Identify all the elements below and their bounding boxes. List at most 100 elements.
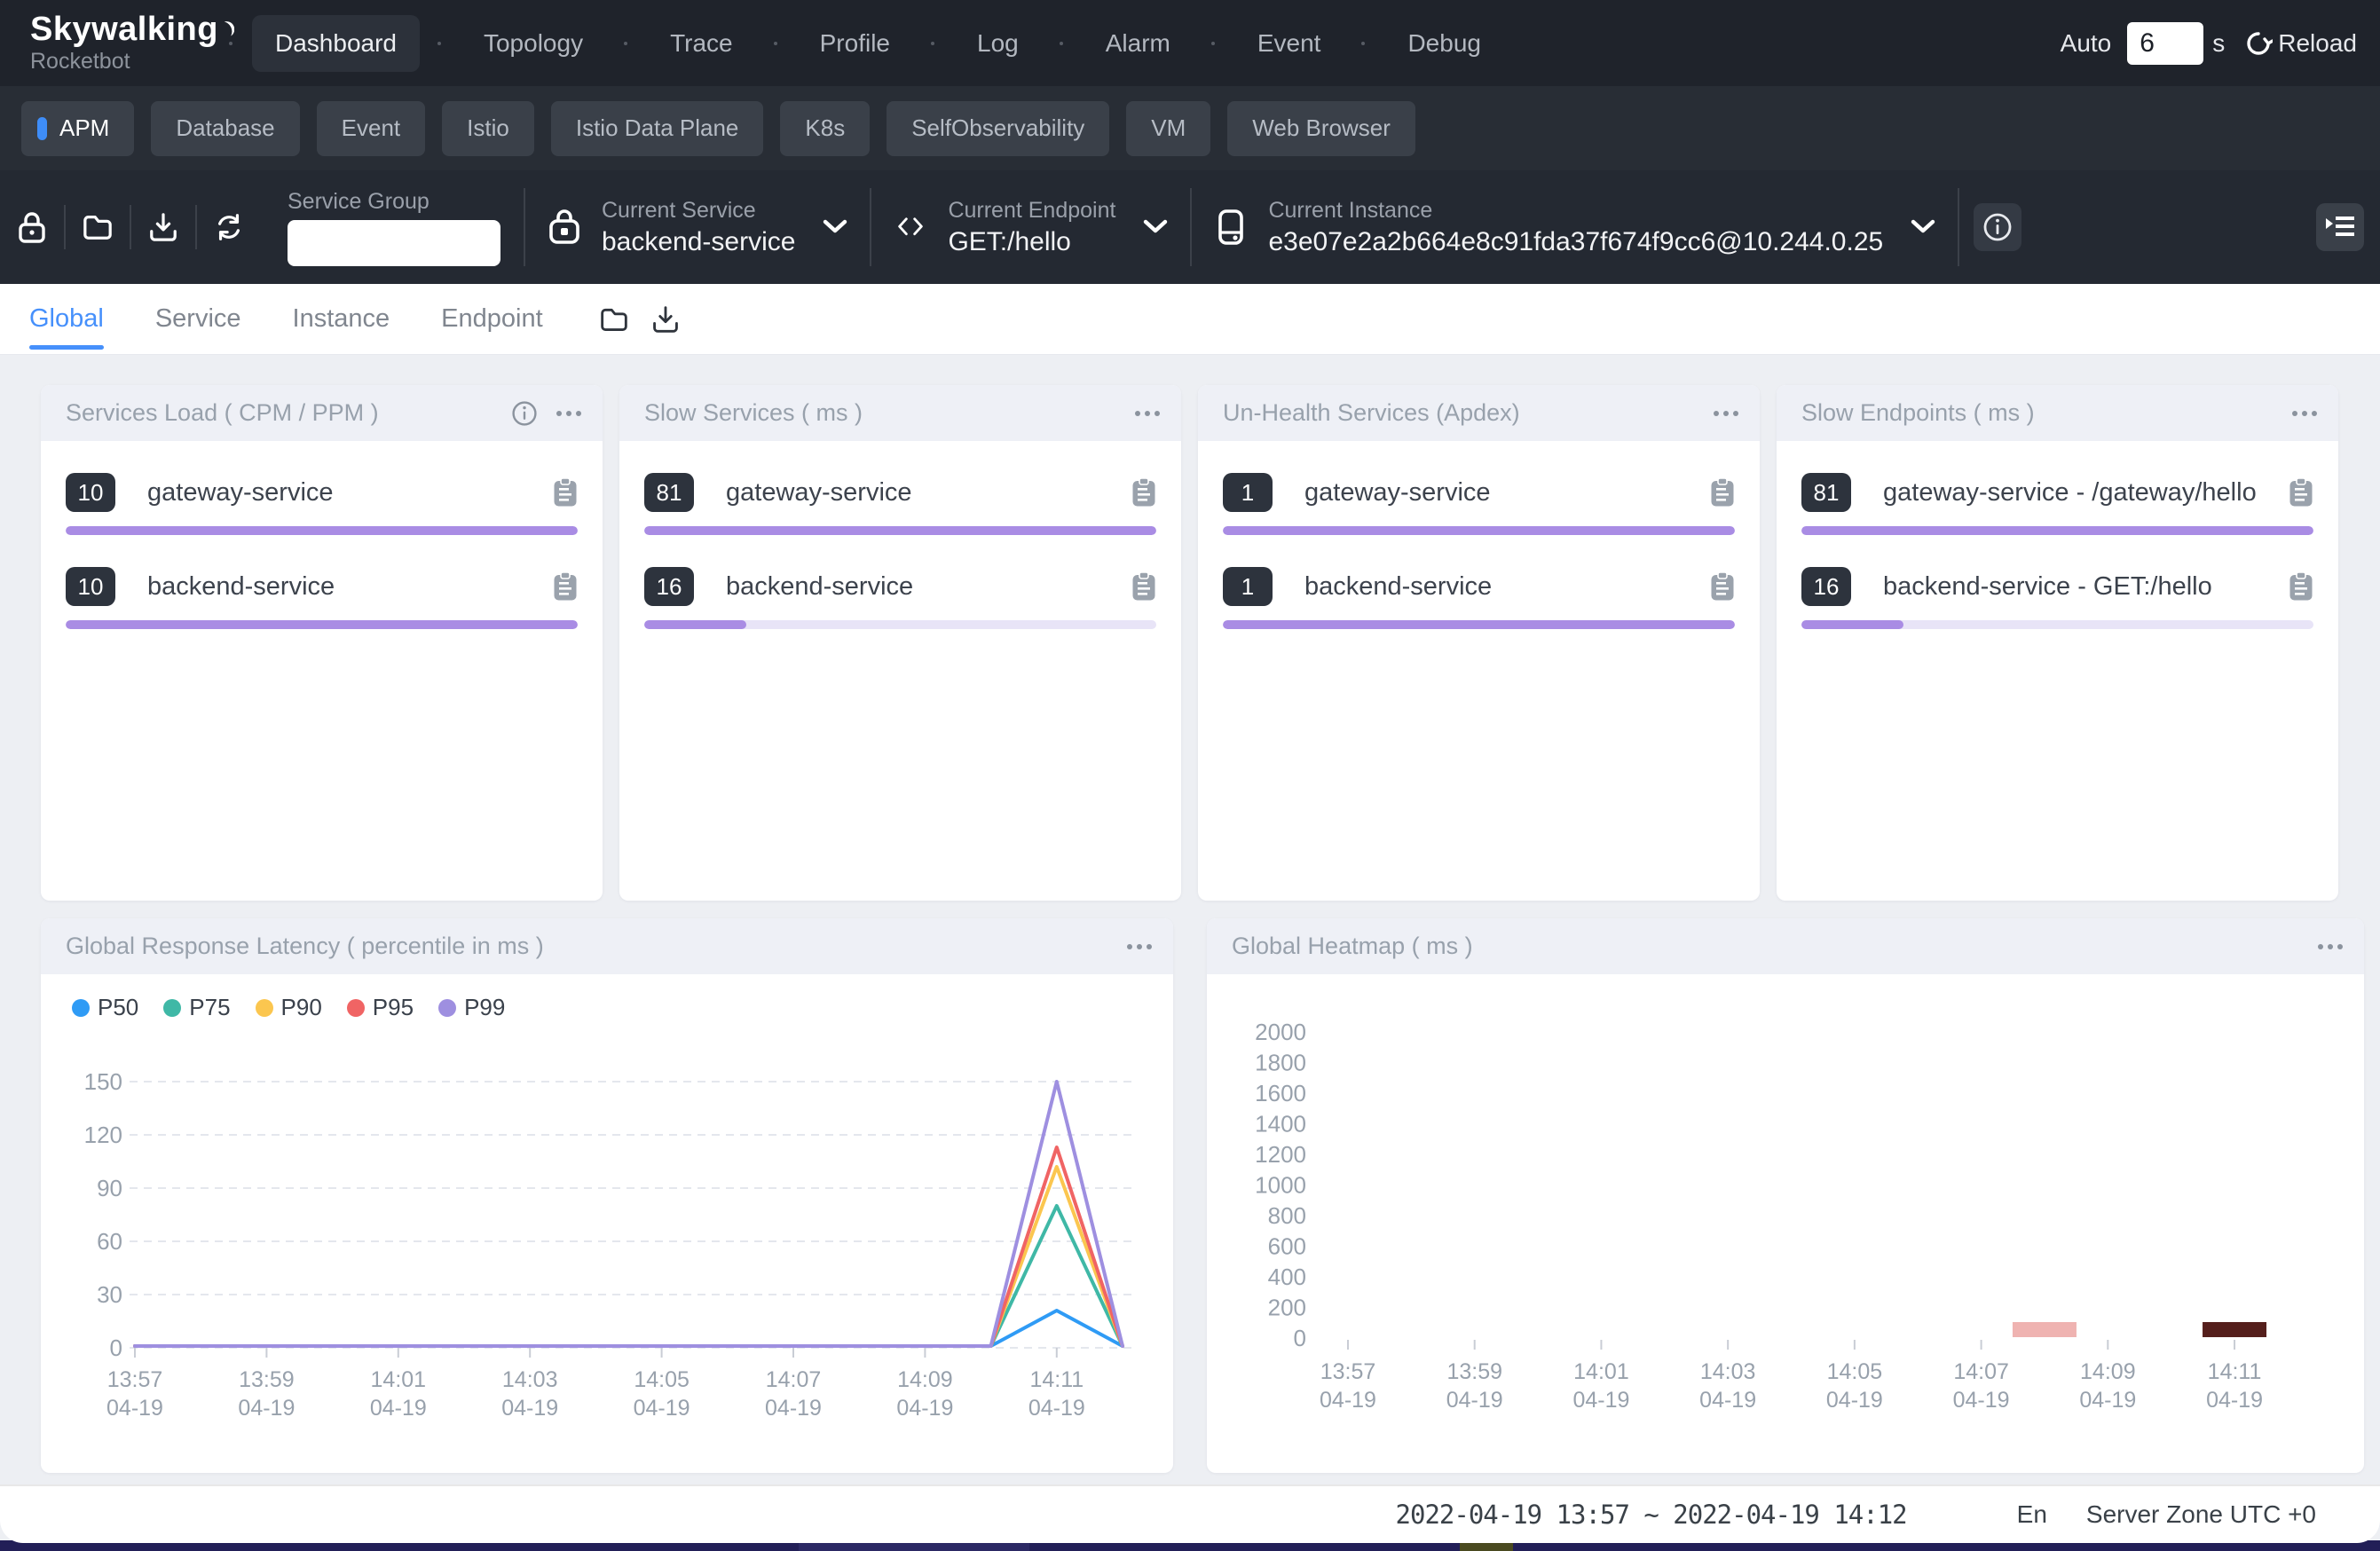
metric-card: Services Load ( CPM / PPM ) 10 gateway-s… bbox=[41, 385, 603, 901]
folder-icon[interactable] bbox=[600, 305, 628, 334]
svg-text:04-19: 04-19 bbox=[2079, 1388, 2136, 1413]
category-vm[interactable]: VM bbox=[1126, 101, 1210, 156]
svg-text:14:11: 14:11 bbox=[2208, 1359, 2262, 1384]
more-options-icon[interactable] bbox=[1131, 411, 1160, 416]
card-header: Slow Endpoints ( ms ) bbox=[1777, 385, 2338, 441]
tab-service[interactable]: Service bbox=[155, 284, 241, 355]
auto-label: Auto bbox=[2061, 29, 2112, 58]
nav-item-log[interactable]: Log bbox=[954, 15, 1042, 72]
metric-card: Slow Endpoints ( ms ) 81 gateway-service… bbox=[1777, 385, 2338, 901]
entity-name[interactable]: backend-service - GET:/hello bbox=[1883, 572, 2289, 602]
entity-name[interactable]: gateway-service bbox=[147, 478, 553, 508]
nav-item-debug[interactable]: Debug bbox=[1384, 15, 1504, 72]
service-lock-icon bbox=[547, 208, 582, 247]
metric-row: 16 backend-service bbox=[619, 567, 1181, 629]
copy-clipboard-icon[interactable] bbox=[553, 477, 578, 508]
card-title: Slow Endpoints ( ms ) bbox=[1801, 399, 2288, 427]
copy-clipboard-icon[interactable] bbox=[2289, 477, 2313, 508]
svg-text:13:59: 13:59 bbox=[1446, 1359, 1502, 1384]
category-database[interactable]: Database bbox=[151, 101, 299, 156]
copy-clipboard-icon[interactable] bbox=[1131, 571, 1156, 602]
entity-name[interactable]: backend-service bbox=[726, 572, 1131, 602]
more-options-icon[interactable] bbox=[552, 411, 581, 416]
latency-line-chart: 030609012015013:5704-1913:5904-1914:0104… bbox=[41, 918, 1173, 1473]
service-group-input[interactable] bbox=[288, 220, 500, 266]
info-icon[interactable] bbox=[511, 400, 538, 427]
chevron-down-icon bbox=[822, 218, 848, 236]
value-badge: 16 bbox=[644, 567, 694, 606]
category-bar: APM Database Event Istio Istio Data Plane K8s… bbox=[0, 86, 2380, 170]
svg-text:120: 120 bbox=[84, 1122, 122, 1148]
category-label: Database bbox=[176, 114, 274, 142]
nav-item-event[interactable]: Event bbox=[1234, 15, 1344, 72]
value-badge: 10 bbox=[66, 473, 115, 512]
metric-row: 16 backend-service - GET:/hello bbox=[1777, 567, 2338, 629]
category-apm[interactable]: APM bbox=[21, 101, 134, 156]
nav-item-dashboard[interactable]: Dashboard bbox=[252, 15, 420, 72]
reload-button[interactable]: Reload bbox=[2244, 29, 2357, 58]
metric-progress-track bbox=[66, 526, 578, 535]
nav-item-alarm[interactable]: Alarm bbox=[1083, 15, 1194, 72]
svg-text:1200: 1200 bbox=[1255, 1141, 1306, 1168]
entity-name[interactable]: backend-service bbox=[1304, 572, 1710, 602]
category-label: SelfObservability bbox=[911, 114, 1084, 142]
nav-item-trace[interactable]: Trace bbox=[647, 15, 756, 72]
language-toggle[interactable]: En bbox=[2017, 1500, 2047, 1529]
svg-text:13:59: 13:59 bbox=[239, 1367, 295, 1392]
export-icon[interactable] bbox=[148, 210, 178, 244]
nav-item-profile[interactable]: Profile bbox=[797, 15, 913, 72]
svg-text:04-19: 04-19 bbox=[501, 1396, 558, 1421]
tab-instance[interactable]: Instance bbox=[293, 284, 390, 355]
svg-text:04-19: 04-19 bbox=[370, 1396, 427, 1421]
export-icon[interactable] bbox=[651, 305, 680, 334]
lock-icon[interactable] bbox=[17, 210, 47, 244]
nav-item-topology[interactable]: Topology bbox=[461, 15, 606, 72]
metric-progress-fill bbox=[644, 620, 746, 629]
more-options-icon[interactable] bbox=[2288, 411, 2317, 416]
copy-clipboard-icon[interactable] bbox=[1710, 571, 1735, 602]
folder-icon[interactable] bbox=[83, 210, 113, 244]
metric-row: 81 gateway-service bbox=[619, 473, 1181, 535]
svg-text:14:07: 14:07 bbox=[766, 1367, 822, 1392]
info-button[interactable] bbox=[1974, 203, 2021, 251]
svg-text:14:01: 14:01 bbox=[1573, 1359, 1629, 1384]
card-header: Services Load ( CPM / PPM ) bbox=[41, 385, 603, 441]
copy-clipboard-icon[interactable] bbox=[553, 571, 578, 602]
copy-clipboard-icon[interactable] bbox=[1131, 477, 1156, 508]
metric-progress-track bbox=[1223, 620, 1735, 629]
svg-text:60: 60 bbox=[97, 1228, 122, 1255]
svg-text:04-19: 04-19 bbox=[238, 1396, 295, 1421]
category-istio-data-plane[interactable]: Istio Data Plane bbox=[551, 101, 764, 156]
current-service-select[interactable]: Current Service backend-service bbox=[547, 198, 848, 257]
chevron-down-icon bbox=[1142, 218, 1169, 236]
collapse-panel-button[interactable] bbox=[2316, 203, 2364, 251]
brand-logo[interactable]: Skywalking Rocketbot bbox=[30, 12, 234, 75]
category-selfobservability[interactable]: SelfObservability bbox=[887, 101, 1109, 156]
copy-clipboard-icon[interactable] bbox=[2289, 571, 2313, 602]
copy-clipboard-icon[interactable] bbox=[1710, 477, 1735, 508]
more-options-icon[interactable] bbox=[1709, 411, 1738, 416]
metric-progress-track bbox=[1801, 620, 2313, 629]
category-event[interactable]: Event bbox=[317, 101, 426, 156]
scope-tabs: Global Service Instance Endpoint bbox=[0, 284, 2380, 355]
card-title: Un-Health Services (Apdex) bbox=[1223, 399, 1709, 427]
current-instance-select[interactable]: Current Instance e3e07e2a2b664e8c91fda37… bbox=[1213, 198, 1936, 257]
auto-interval-input[interactable] bbox=[2127, 22, 2203, 65]
entity-name[interactable]: backend-service bbox=[147, 572, 553, 602]
entity-name[interactable]: gateway-service bbox=[1304, 478, 1710, 508]
time-range[interactable]: 2022-04-19 13:57 ~ 2022-04-19 14:12 bbox=[1396, 1500, 1907, 1530]
category-k8s[interactable]: K8s bbox=[780, 101, 870, 156]
refresh-icon[interactable] bbox=[214, 210, 244, 244]
current-endpoint-select[interactable]: Current Endpoint GET:/hello bbox=[893, 198, 1169, 257]
category-istio[interactable]: Istio bbox=[442, 101, 534, 156]
tab-global[interactable]: Global bbox=[29, 284, 104, 355]
current-service-label: Current Service bbox=[602, 198, 795, 224]
svg-text:14:03: 14:03 bbox=[1700, 1359, 1756, 1384]
entity-name[interactable]: gateway-service - /gateway/hello bbox=[1883, 478, 2289, 508]
category-web-browser[interactable]: Web Browser bbox=[1227, 101, 1415, 156]
tab-endpoint[interactable]: Endpoint bbox=[441, 284, 543, 355]
metric-progress-fill bbox=[66, 620, 578, 629]
entity-name[interactable]: gateway-service bbox=[726, 478, 1131, 508]
indent-list-icon bbox=[2324, 213, 2356, 241]
metric-row: 1 gateway-service bbox=[1198, 473, 1760, 535]
